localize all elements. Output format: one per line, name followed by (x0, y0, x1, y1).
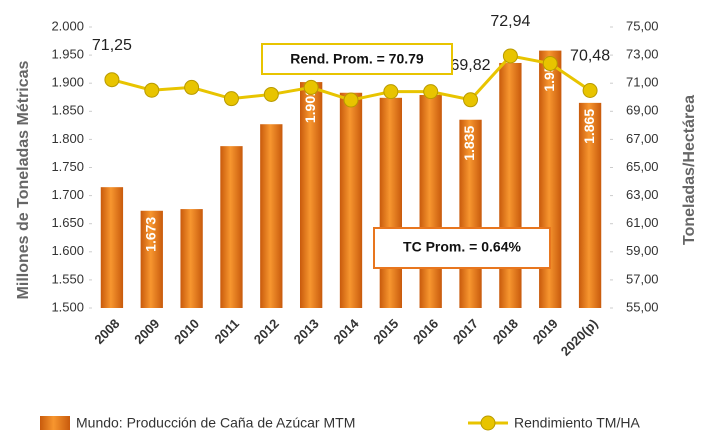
x-tick-label: 2017 (450, 316, 481, 347)
bar (220, 146, 243, 308)
y-tick-label: 1.700 (51, 187, 84, 202)
legend-swatch (40, 416, 70, 430)
bar-value-label: 1.902 (302, 88, 318, 123)
y-tick-label: 1.800 (51, 131, 84, 146)
x-tick-label: 2008 (91, 316, 122, 347)
legend-marker (480, 415, 496, 431)
line-value-label: 71,25 (92, 37, 132, 54)
y2-tick-label: 55,00 (626, 299, 659, 314)
y2-tick-label: 73,00 (626, 47, 659, 62)
line-marker (144, 82, 160, 98)
y-tick-label: 1.600 (51, 243, 84, 258)
line-marker (423, 84, 439, 100)
y-tick-label: 1.750 (51, 159, 84, 174)
line-marker (542, 56, 558, 72)
x-tick-label: 2010 (171, 316, 202, 347)
y2-tick-label: 65,00 (626, 159, 659, 174)
bar (339, 92, 363, 308)
line-value-label: 69,82 (451, 57, 491, 74)
bar-value-label: 1.865 (581, 109, 597, 144)
x-tick-label: 2018 (490, 316, 521, 347)
line-marker (104, 72, 120, 88)
legend-label: Mundo: Producción de Caña de Azúcar MTM (76, 415, 355, 431)
y-tick-label: 2.000 (51, 18, 84, 33)
x-tick-label: 2009 (131, 316, 162, 347)
annotation-box (261, 43, 453, 75)
y-tick-label: 1.550 (51, 271, 84, 286)
line-marker (502, 48, 518, 64)
bar (499, 62, 522, 308)
y2-tick-label: 75,00 (626, 18, 659, 33)
bar (180, 209, 203, 308)
bar-value-label: 1.673 (142, 217, 158, 252)
y-tick-label: 1.500 (51, 299, 84, 314)
x-tick-label: 2015 (370, 316, 401, 347)
x-tick-label: 2012 (251, 316, 282, 347)
line-marker (263, 86, 279, 102)
y-tick-label: 1.900 (51, 75, 84, 90)
x-tick-label: 2011 (211, 316, 242, 347)
y2-axis-label: Toneladas/Hectárea (681, 95, 698, 245)
bar (260, 124, 283, 308)
y2-tick-label: 69,00 (626, 103, 659, 118)
y2-tick-label: 61,00 (626, 215, 659, 230)
y-tick-label: 1.950 (51, 47, 84, 62)
annotation: TC Prom. = 0.64% (403, 239, 521, 255)
bar-value-label: 1.835 (461, 126, 477, 161)
line-marker (303, 79, 319, 95)
y-tick-label: 1.850 (51, 103, 84, 118)
bar (578, 102, 602, 309)
x-tick-label: 2019 (530, 316, 561, 347)
y2-tick-label: 67,00 (626, 131, 659, 146)
line-marker (343, 92, 359, 108)
y2-tick-label: 59,00 (626, 243, 659, 258)
y2-tick-label: 71,00 (626, 75, 659, 90)
line-marker (582, 83, 598, 99)
bar (140, 210, 163, 308)
y2-tick-label: 63,00 (626, 187, 659, 202)
x-tick-label: 2020(p) (558, 316, 601, 359)
annotation-box (373, 227, 551, 269)
y2-tick-label: 57,00 (626, 271, 659, 286)
line-marker (463, 92, 479, 108)
line-value-label: 70,48 (570, 48, 610, 65)
y-axis-label: Millones de Toneladas Métricas (15, 60, 32, 299)
annotation: Rend. Prom. = 70.79 (290, 51, 424, 67)
line-marker (223, 91, 239, 107)
y-tick-label: 1.650 (51, 215, 84, 230)
bar (419, 95, 442, 308)
x-tick-label: 2014 (330, 315, 362, 347)
legend-label: Rendimiento TM/HA (514, 415, 640, 431)
line-marker (184, 79, 200, 95)
bar (100, 187, 124, 308)
x-tick-label: 2016 (410, 316, 441, 347)
bar (379, 97, 403, 308)
x-tick-label: 2013 (291, 316, 322, 347)
line-value-label: 72,94 (490, 13, 530, 30)
bar (299, 82, 323, 309)
line-marker (383, 84, 399, 100)
